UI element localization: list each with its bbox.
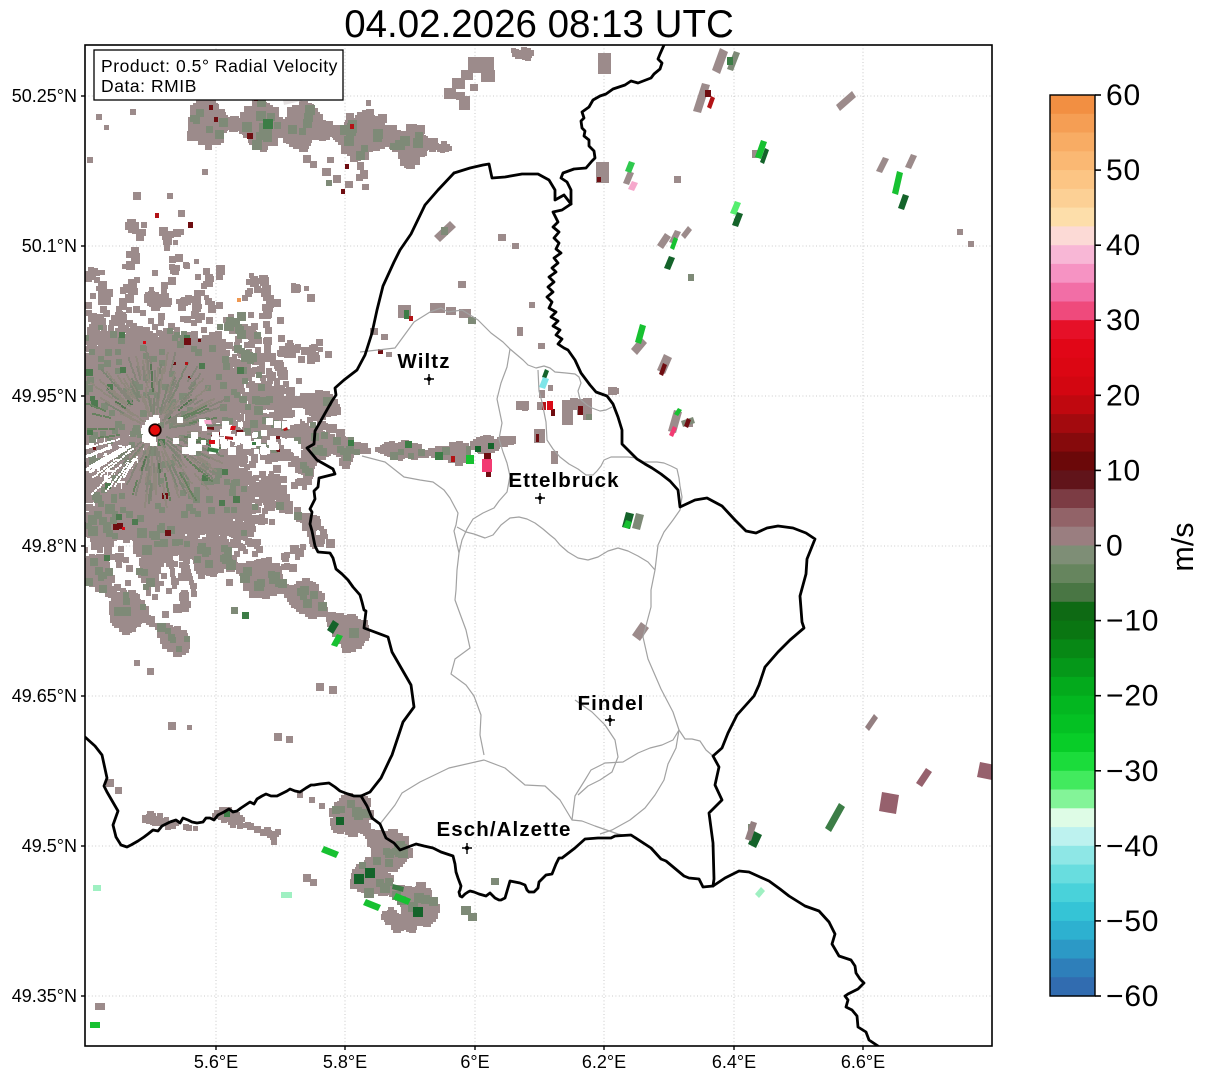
svg-text:Findel: Findel [578, 692, 645, 715]
svg-text:5.6°E: 5.6°E [194, 1052, 238, 1072]
svg-text:−20: −20 [1106, 680, 1159, 713]
svg-text:50.1°N: 50.1°N [22, 236, 77, 256]
svg-text:−30: −30 [1106, 755, 1159, 788]
svg-text:6.6°E: 6.6°E [841, 1052, 885, 1072]
svg-text:−50: −50 [1106, 905, 1159, 938]
svg-text:04.02.2026 08:13 UTC: 04.02.2026 08:13 UTC [344, 3, 734, 46]
svg-text:5.8°E: 5.8°E [323, 1052, 367, 1072]
svg-text:6°E: 6°E [460, 1052, 489, 1072]
svg-text:Esch/Alzette: Esch/Alzette [436, 818, 571, 841]
svg-text:40: 40 [1106, 229, 1141, 262]
svg-text:Data: RMIB: Data: RMIB [101, 76, 197, 96]
svg-text:50.25°N: 50.25°N [12, 86, 77, 106]
svg-text:60: 60 [1106, 79, 1141, 112]
svg-text:20: 20 [1106, 379, 1141, 412]
svg-text:49.95°N: 49.95°N [12, 386, 77, 406]
svg-text:10: 10 [1106, 454, 1141, 487]
svg-text:Product: 0.5° Radial Velocity: Product: 0.5° Radial Velocity [101, 56, 338, 76]
svg-text:Ettelbruck: Ettelbruck [508, 469, 619, 492]
svg-text:6.4°E: 6.4°E [712, 1052, 756, 1072]
svg-text:−60: −60 [1106, 980, 1159, 1013]
svg-text:49.8°N: 49.8°N [22, 536, 77, 556]
svg-text:−40: −40 [1106, 830, 1159, 863]
svg-text:50: 50 [1106, 154, 1141, 187]
svg-text:49.65°N: 49.65°N [12, 686, 77, 706]
svg-text:−10: −10 [1106, 605, 1159, 638]
svg-text:49.5°N: 49.5°N [22, 836, 77, 856]
svg-text:m/s: m/s [1166, 522, 1200, 571]
svg-text:6.2°E: 6.2°E [582, 1052, 626, 1072]
svg-text:Wiltz: Wiltz [397, 350, 450, 373]
svg-text:49.35°N: 49.35°N [12, 986, 77, 1006]
svg-text:30: 30 [1106, 304, 1141, 337]
svg-text:0: 0 [1106, 530, 1124, 563]
